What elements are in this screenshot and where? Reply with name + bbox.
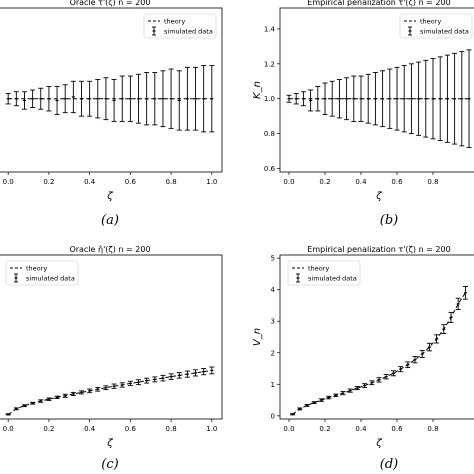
x-tick-label: 0.6 [391, 178, 403, 186]
y-axis-label: K_n [252, 81, 263, 99]
legend-box [143, 13, 217, 39]
axes-frame [279, 7, 474, 173]
x-tick-label: 0.2 [43, 425, 54, 433]
panel-3: Oracle η̂'(ζ) n = 200 0.0 0.2 0.4 0.6 0.8 1.0 ζ… [0, 244, 223, 472]
panel-2: Empirical penalization τ̂'(ζ) n̄ = 200 0.… [252, 0, 474, 228]
chart-title: Empirical penalization τ̂'(ζ) n̄ = 200 [307, 0, 450, 7]
x-tick-label: 0.4 [84, 178, 96, 186]
y-tick-label: 1.2 [264, 60, 275, 68]
x-tick-label: 0.2 [319, 178, 330, 186]
y-tick-label: 0.6 [264, 165, 276, 173]
legend: theory simulated data [143, 13, 217, 39]
x-tick-label: 0.6 [391, 425, 403, 433]
legend-box [287, 260, 361, 286]
y-tick-label: 1.4 [264, 25, 276, 33]
panel-caption: (b) [380, 213, 398, 228]
y-tick-label: 4 [271, 286, 276, 294]
legend-data-label: simulated data [420, 28, 469, 36]
chart-title: Oracle η̂'(ζ) n = 200 [69, 244, 150, 254]
x-tick-label: 0.8 [166, 425, 177, 433]
y-tick-label: 0 [271, 412, 275, 420]
plot-area [286, 49, 472, 149]
legend: theory simulated data [287, 260, 361, 286]
x-tick-label: 0.2 [43, 178, 54, 186]
chart-title: Empirical penalization τ'(ζ) n = 200 [307, 245, 450, 254]
theory-line [292, 292, 466, 415]
y-tick-label: 1.0 [264, 95, 275, 103]
x-tick-label: 0.4 [84, 425, 96, 433]
x-tick-label: 0.0 [283, 178, 294, 186]
panel-caption: (a) [101, 213, 119, 228]
chart-title: Oracle τ̂'(ζ) n̄ = 200 [70, 0, 151, 7]
x-tick-label: 0.8 [427, 178, 438, 186]
x-tick-label: 0.0 [3, 425, 14, 433]
x-tick-label: 0.6 [125, 178, 137, 186]
panel-4: Empirical penalization τ'(ζ) n = 200 0.0 0… [252, 245, 474, 472]
legend: theory simulated data [399, 13, 473, 39]
x-axis-label: ζ [106, 191, 113, 202]
x-tick-label: 0.0 [283, 425, 294, 433]
y-axis-label: V_n [252, 328, 263, 346]
legend: theory simulated data [5, 260, 79, 286]
plot-area [5, 65, 215, 133]
plot-area [290, 286, 468, 416]
x-axis-label: ζ [375, 438, 382, 449]
y-tick-label: 1 [271, 381, 275, 389]
panel-caption: (c) [101, 457, 118, 472]
legend-theory-label: theory [26, 265, 47, 273]
x-axis-label: ζ [375, 191, 382, 202]
x-tick-label: 0.4 [355, 178, 367, 186]
y-tick-label: 5 [271, 255, 275, 263]
axes-frame [0, 7, 223, 173]
x-tick-label: 1.0 [206, 178, 217, 186]
theory-line [7, 369, 212, 415]
x-axis-label: ζ [106, 438, 113, 449]
axes-frame [0, 254, 223, 420]
x-tick-label: 0.8 [427, 425, 438, 433]
axes-frame [279, 254, 474, 420]
x-tick-label: 1.0 [206, 425, 217, 433]
legend-data-label: simulated data [26, 275, 75, 283]
y-tick-label: 0.8 [264, 130, 275, 138]
legend-theory-label: theory [420, 18, 441, 26]
legend-box [5, 260, 79, 286]
x-tick-label: 0.6 [125, 425, 137, 433]
x-tick-label: 0.2 [319, 425, 330, 433]
plot-area [5, 366, 215, 416]
x-tick-label: 0.4 [355, 425, 367, 433]
panel-1: Oracle τ̂'(ζ) n̄ = 200 0.0 0.2 0.4 0.6 0.8 1.0… [0, 0, 223, 228]
y-tick-label: 3 [271, 318, 275, 326]
x-tick-label: 0.0 [3, 178, 14, 186]
legend-data-label: simulated data [164, 28, 213, 36]
x-tick-label: 0.8 [166, 178, 177, 186]
legend-theory-label: theory [164, 18, 185, 26]
panel-caption: (d) [380, 457, 398, 472]
legend-data-label: simulated data [308, 275, 357, 283]
legend-theory-label: theory [308, 265, 329, 273]
legend-box [399, 13, 473, 39]
y-tick-label: 2 [271, 349, 275, 357]
